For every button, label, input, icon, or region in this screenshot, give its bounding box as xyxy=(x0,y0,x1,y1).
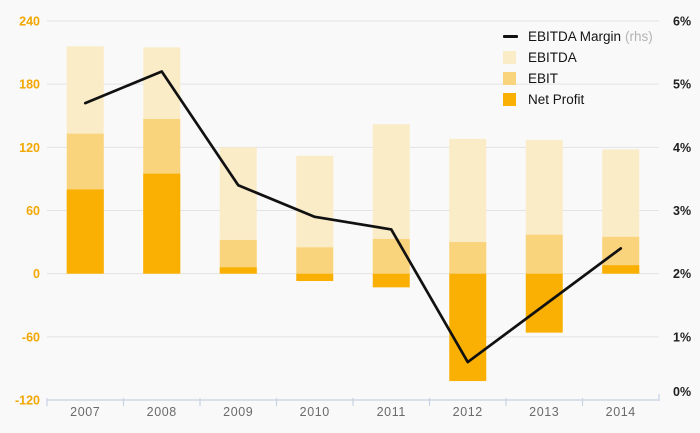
right-axis-label-4%: 4% xyxy=(673,141,691,155)
x-axis-label-2012: 2012 xyxy=(453,405,483,419)
ebitda-swatch-icon xyxy=(503,50,516,64)
bar-ebit-2013 xyxy=(525,234,563,274)
x-axis-label-2007: 2007 xyxy=(70,405,100,419)
left-axis-label-180: 180 xyxy=(19,78,40,92)
left-axis-label-60: 60 xyxy=(26,204,40,218)
left-axis-label--60: -60 xyxy=(22,330,40,344)
legend-item-net-profit: Net Profit xyxy=(503,89,653,109)
right-axis-label-5%: 5% xyxy=(673,78,691,92)
legend-label: EBITDA xyxy=(528,49,577,65)
ebitda-margin-line xyxy=(83,70,623,364)
right-axis-label-6%: 6% xyxy=(673,15,691,29)
bar-ebit-2011 xyxy=(372,238,410,274)
x-axis-label-2011: 2011 xyxy=(377,405,406,419)
bar-net-profit-2009 xyxy=(219,267,257,274)
left-axis-label-240: 240 xyxy=(19,15,40,29)
bar-ebit-2010 xyxy=(296,247,334,274)
bar-net-profit-2008 xyxy=(143,173,181,274)
left-axis-label-120: 120 xyxy=(19,141,40,155)
bar-net-profit-2012 xyxy=(449,273,487,382)
x-axis-label-2010: 2010 xyxy=(300,405,330,419)
x-axis-label-2013: 2013 xyxy=(529,405,559,419)
line-swatch-icon xyxy=(503,34,518,38)
legend-item-ebitda-margin: EBITDA Margin (rhs) xyxy=(503,26,653,46)
legend-item-ebit: EBIT xyxy=(503,68,653,88)
x-axis-label-2009: 2009 xyxy=(223,405,253,419)
legend-label: EBIT xyxy=(528,70,559,86)
bar-net-profit-2010 xyxy=(296,273,334,282)
bar-ebit-2012 xyxy=(449,242,487,274)
left-axis-label--120: -120 xyxy=(15,394,40,408)
right-axis-label-2%: 2% xyxy=(673,267,691,281)
bar-net-profit-2014 xyxy=(602,265,640,274)
chart-legend: EBITDA Margin (rhs) EBITDA EBIT Net Prof… xyxy=(503,26,653,109)
x-axis-label-2008: 2008 xyxy=(147,405,177,419)
ebit-swatch-icon xyxy=(503,71,516,85)
x-axis-label-2014: 2014 xyxy=(606,405,636,419)
left-axis-label-0: 0 xyxy=(33,267,40,281)
legend-label: Net Profit xyxy=(528,91,585,107)
right-axis-label-3%: 3% xyxy=(673,204,691,218)
right-axis-label-1%: 1% xyxy=(673,330,691,344)
bar-net-profit-2013 xyxy=(525,273,563,333)
legend-suffix-rhs: (rhs) xyxy=(625,28,653,44)
right-axis-label-0%: 0% xyxy=(673,385,691,399)
bar-net-profit-2007 xyxy=(66,189,104,274)
legend-label: EBITDA Margin xyxy=(528,28,622,44)
net-profit-swatch-icon xyxy=(503,92,516,106)
bar-net-profit-2011 xyxy=(372,273,410,288)
legend-item-ebitda: EBITDA xyxy=(503,47,653,67)
